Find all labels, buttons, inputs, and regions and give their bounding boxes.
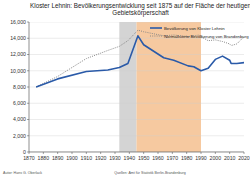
- series-line: [36, 36, 244, 87]
- legend-label: Bevölkerung von Kloster Lehnin: [164, 26, 225, 31]
- x-tick-label: 1900: [66, 155, 78, 161]
- x-tick-label: 1890: [52, 155, 64, 161]
- y-tick-label: 8,000: [13, 84, 26, 90]
- x-tick-label: 1970: [167, 155, 179, 161]
- title: Kloster Lehnin: Bevölkerungsentwicklung …: [30, 2, 250, 17]
- x-tick-label: 2020: [238, 155, 250, 161]
- x-tick-label: 2010: [224, 155, 236, 161]
- series-line: [36, 30, 244, 87]
- grid-line: [29, 70, 244, 71]
- legend-swatch: [150, 27, 162, 29]
- x-tick-label: 1930: [109, 155, 121, 161]
- y-tick-label: 10,000: [10, 68, 26, 74]
- y-tick-label: 12,000: [10, 51, 26, 57]
- x-tick-label: 1940: [124, 155, 136, 161]
- plot-area: [29, 22, 244, 152]
- annotation: Autor: Hans G. Oberlack: [3, 171, 42, 175]
- grid-line: [29, 152, 244, 153]
- x-tick-label: 1880: [38, 155, 50, 161]
- x-tick-label: 1960: [152, 155, 164, 161]
- annotation: Quellen: Amt für Statistik Berlin-Brande…: [114, 171, 186, 175]
- grid-line: [29, 22, 244, 23]
- grid-line: [29, 119, 244, 120]
- y-tick-label: 6,000: [13, 100, 26, 106]
- x-tick-label: 2000: [210, 155, 222, 161]
- y-tick-label: 0: [23, 149, 26, 155]
- x-axis: [29, 152, 244, 153]
- y-tick-label: 2,000: [13, 133, 26, 139]
- y-tick-label: 14,000: [10, 35, 26, 41]
- legend-label: Normalisierte Bevölkerung von Brandenbur…: [164, 34, 249, 39]
- y-tick-label: 4,000: [13, 116, 26, 122]
- y-axis: [29, 22, 30, 152]
- x-tick-label: 1920: [95, 155, 107, 161]
- grid-line: [29, 135, 244, 136]
- legend-swatch: [150, 36, 162, 37]
- x-tick-label: 1910: [81, 155, 93, 161]
- x-tick-label: 1980: [181, 155, 193, 161]
- x-tick-label: 1870: [23, 155, 35, 161]
- grid-line: [29, 103, 244, 104]
- x-tick-label: 1950: [138, 155, 150, 161]
- grid-line: [29, 87, 244, 88]
- grid-line: [29, 54, 244, 55]
- x-tick-label: 1990: [195, 155, 207, 161]
- y-tick-label: 16,000: [10, 19, 26, 25]
- chart: Kloster Lehnin: Bevölkerungsentwicklung …: [0, 0, 250, 177]
